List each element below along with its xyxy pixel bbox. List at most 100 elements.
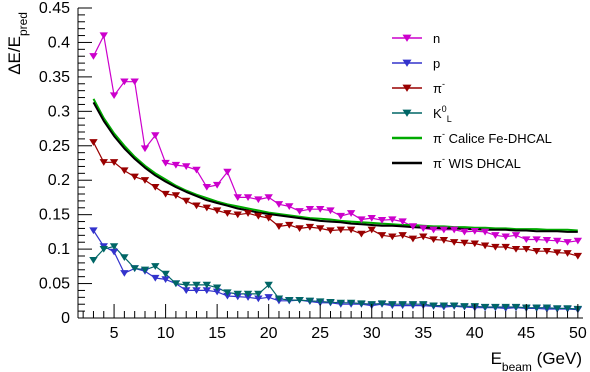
legend-entry-label: π- WIS DHCAL <box>433 154 521 171</box>
series-2-point <box>491 243 500 251</box>
series-0-point <box>182 163 191 171</box>
series-3-point <box>501 303 510 311</box>
y-tick-label: 0.4 <box>48 34 70 51</box>
y-tick-label: 0.45 <box>39 0 70 17</box>
series-0-point <box>202 183 212 191</box>
series-2-point <box>336 226 346 234</box>
series-1-point <box>254 295 263 303</box>
legend-entry-label: p <box>433 56 440 71</box>
series-0-point <box>161 159 170 167</box>
series-3-point <box>315 298 325 306</box>
legend-entry-label: K0L <box>433 104 452 124</box>
legend-entry-sup: - <box>442 79 445 89</box>
series-0-point <box>336 212 346 220</box>
series-2-point <box>357 230 366 238</box>
series-2-point <box>254 212 263 220</box>
series-2-point <box>419 233 428 241</box>
series-2-point <box>439 237 449 244</box>
series-2-point <box>429 236 438 244</box>
y-tick-label: 0.3 <box>48 103 70 120</box>
series-0-point <box>243 194 253 202</box>
series-3-point <box>151 263 160 270</box>
legend-entry-label: π- Calice Fe-DHCAL <box>433 129 552 146</box>
series-2-point <box>264 214 273 222</box>
series-2-point <box>130 173 139 181</box>
series-2-point <box>326 227 335 235</box>
series-2-point <box>202 204 212 212</box>
legend-entry-main: n <box>433 31 440 46</box>
series-2-point <box>315 225 325 233</box>
y-tick-label: 0.25 <box>39 138 70 155</box>
series-0-point <box>542 237 552 244</box>
series-0-point <box>315 206 325 213</box>
x-tick-label: 20 <box>260 325 278 342</box>
series-1-point <box>161 276 170 283</box>
legend-entry-label: n <box>433 31 440 46</box>
legend-swatch-marker <box>402 109 412 117</box>
series-3-point <box>243 290 253 298</box>
series-3-point <box>532 304 541 312</box>
plot-lines <box>92 34 578 311</box>
series-0-point <box>439 226 449 234</box>
series-3-point <box>305 297 315 305</box>
series-0-point <box>367 214 376 222</box>
series-1-point <box>120 270 129 277</box>
tick-labels: 0 0.05 0.1 0.15 0.2 0.25 0.3 0.35 0.4 0.45 5 10 15 20… <box>39 0 587 342</box>
series-0-point <box>377 217 387 224</box>
series-3-point <box>99 245 108 253</box>
series-0-point <box>254 196 263 204</box>
series-2-point <box>182 197 191 205</box>
legend-entry-main: p <box>433 56 440 71</box>
series-2-point <box>470 240 479 248</box>
series-0-point <box>470 228 479 235</box>
series-0-point <box>264 194 273 202</box>
series-0-point <box>305 206 315 213</box>
series-3-point <box>202 281 212 289</box>
series-3-point <box>388 301 397 308</box>
legend-entry-sup: - <box>442 129 445 139</box>
series-0-point <box>563 239 572 246</box>
series-3-point <box>480 303 490 311</box>
series-3-point <box>130 265 139 272</box>
x-axis-title-unit: (GeV) <box>532 349 582 368</box>
series-0-point <box>480 228 490 236</box>
series-3-point <box>182 281 191 289</box>
series-2-point <box>408 235 418 243</box>
series-3-point <box>109 243 119 250</box>
series-0-point <box>573 237 583 245</box>
series-3-point <box>460 303 469 310</box>
legend-entry-main: K <box>433 106 442 121</box>
series-1-point <box>202 287 212 295</box>
series-1-point <box>109 248 119 256</box>
series-3-point <box>377 300 387 308</box>
series-2-point <box>460 239 469 247</box>
series-1-point <box>182 287 191 295</box>
series-0-point <box>398 218 407 226</box>
series-2-point <box>480 242 490 250</box>
series-3-point <box>511 303 521 311</box>
series-3-point <box>491 303 500 311</box>
legend-entry-rest: Calice Fe-DHCAL <box>445 131 552 146</box>
series-3-point <box>171 280 181 288</box>
legend-entry-main: π <box>433 156 442 171</box>
y-tick-label: 0.2 <box>48 172 70 189</box>
series-2-point <box>542 248 552 255</box>
series-3-point <box>233 290 242 298</box>
x-axis-title: Ebeam (GeV) <box>491 349 582 372</box>
legend-entry-label: π- <box>433 79 445 96</box>
series-2-point <box>120 167 129 175</box>
series-3-point <box>192 281 201 289</box>
series-2-point <box>274 223 284 230</box>
series-3-point <box>212 284 222 292</box>
series-3-point <box>295 296 304 304</box>
series-3-point <box>346 299 356 307</box>
series-0-point <box>419 225 428 233</box>
series-3-point <box>89 256 98 264</box>
series-3-point <box>408 301 418 308</box>
series-0-point <box>130 78 139 86</box>
series-2-point <box>522 245 531 253</box>
series-0-point <box>212 181 222 189</box>
series-2-point <box>212 207 222 215</box>
legend-entry-main: π <box>433 81 442 96</box>
